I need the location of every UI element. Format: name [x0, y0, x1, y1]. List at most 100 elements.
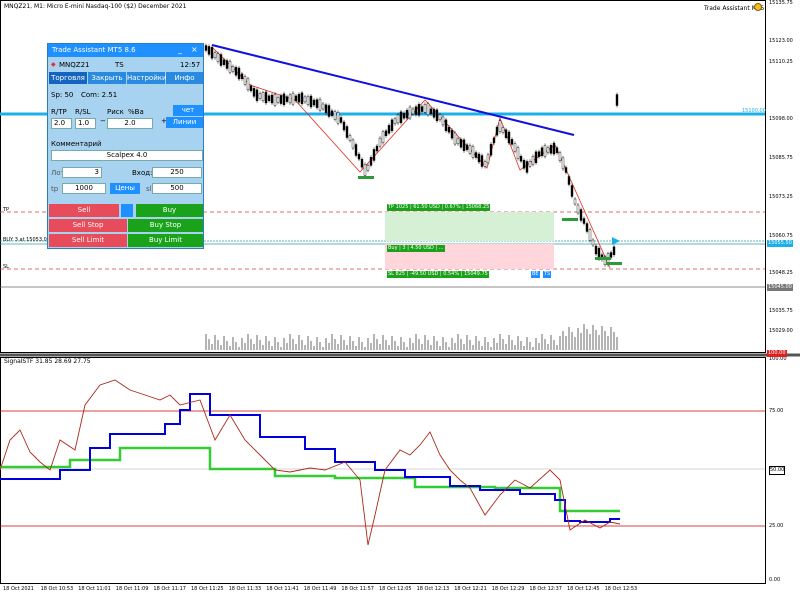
candle: [384, 130, 388, 137]
candle: [504, 129, 508, 138]
price-tick: 15110.25: [769, 59, 793, 65]
close-icon[interactable]: ×: [191, 45, 198, 54]
ts-button[interactable]: TS: [543, 271, 552, 278]
tp-info-box[interactable]: TP 1025 | 61.50 USD | 0.67% | 15068.25: [387, 204, 491, 211]
candle: [357, 153, 361, 160]
time-tick: 18 Oct 11:57: [341, 586, 374, 592]
candle: [339, 117, 343, 123]
time-tick: 18 Oct 12:37: [529, 586, 562, 592]
candle: [291, 92, 295, 105]
swap-button[interactable]: [121, 204, 133, 217]
sl-input[interactable]: 500: [152, 183, 202, 194]
risk-plus-icon[interactable]: +: [161, 117, 167, 125]
candle: [456, 138, 460, 145]
time-tick: 18 Oct 11:17: [153, 586, 186, 592]
candle: [501, 127, 505, 133]
candle: [333, 111, 337, 120]
candle: [558, 152, 562, 162]
candle: [309, 95, 313, 108]
candle: [576, 204, 580, 214]
candle: [240, 73, 244, 80]
sell-limit-button[interactable]: Sell Limit: [49, 234, 127, 247]
buy-stop-button[interactable]: Buy Stop: [128, 219, 203, 232]
candle: [525, 161, 529, 173]
candle: [336, 112, 340, 124]
time-tick: 18 Oct 12:45: [567, 586, 600, 592]
candle: [210, 47, 214, 59]
candle: [270, 94, 274, 104]
candle: [393, 118, 397, 125]
price-tick: 15048.25: [769, 270, 793, 276]
tab-info[interactable]: Инфо: [166, 72, 203, 84]
trend-line: [211, 44, 575, 136]
lines-button[interactable]: Линии: [166, 117, 203, 128]
candle: [258, 93, 262, 99]
panel-header[interactable]: Trade Assistant MT5 8.6 _ ×: [48, 44, 203, 57]
candle: [324, 104, 328, 113]
candle: [540, 147, 544, 156]
tab-trading[interactable]: Торговля: [49, 72, 87, 84]
account-button[interactable]: чет лота: [173, 105, 203, 125]
candle: [450, 129, 454, 139]
sl-info-box[interactable]: SL 825 | -49.50 USD | 0.54% | 15049.75: [387, 271, 489, 278]
candle: [570, 185, 574, 197]
candle: [462, 139, 466, 152]
sell-stop-button[interactable]: Sell Stop: [49, 219, 127, 232]
candle: [354, 144, 358, 156]
buy-button[interactable]: Buy: [136, 204, 203, 217]
indicator-tick: 0.00: [769, 577, 781, 583]
panel-title: Trade Assistant MT5 8.6: [52, 46, 136, 54]
price-tick: 15060.75: [769, 233, 793, 239]
candle: [603, 256, 607, 265]
candle: [474, 152, 478, 158]
candle: [360, 158, 364, 168]
rr-input[interactable]: 2.0: [51, 118, 72, 129]
risk-minus-icon[interactable]: −: [100, 117, 106, 125]
sell-button[interactable]: Sell: [49, 204, 119, 217]
trade-assistant-panel[interactable]: Trade Assistant MT5 8.6 _ × ◆ MNQZ21 TS …: [47, 43, 204, 249]
candle: [294, 95, 298, 102]
tp-input[interactable]: 1000: [62, 183, 106, 194]
candle: [234, 67, 238, 76]
candle: [612, 246, 616, 256]
candle: [213, 52, 217, 58]
tab-settings[interactable]: Настройки: [127, 72, 167, 84]
entry-label: Вход:: [132, 169, 153, 177]
comment-input[interactable]: Scalpex 4.0: [51, 150, 203, 161]
rsl-input[interactable]: 1.0: [75, 118, 96, 129]
price-tick: 15029.00: [769, 328, 793, 334]
minimize-icon[interactable]: _: [178, 45, 182, 54]
level-15100-label: 15100.00: [742, 108, 766, 114]
candle: [330, 110, 334, 116]
candle: [345, 126, 349, 138]
time-tick: 18 Oct 11:09: [115, 586, 149, 592]
be-button[interactable]: BE: [531, 271, 540, 278]
entry-input[interactable]: 250: [152, 167, 202, 178]
smiley-icon[interactable]: [754, 3, 762, 11]
risk-input[interactable]: 2.0: [107, 118, 153, 129]
candles: [204, 43, 622, 267]
panel-symbol: MNQZ21: [59, 61, 90, 69]
lot-input[interactable]: 3: [62, 167, 102, 178]
candle: [585, 223, 589, 232]
candle: [411, 108, 415, 115]
candle: [243, 76, 247, 85]
candle: [288, 94, 292, 104]
tp-tag: TP: [3, 207, 10, 213]
tab-close[interactable]: Закрыть: [88, 72, 126, 84]
indicator-top-tag: 100.00: [767, 350, 787, 357]
candle: [594, 245, 598, 255]
buy-info-box[interactable]: Buy | 3 | 4.50 USD | ...: [387, 245, 445, 252]
prices-button[interactable]: Цены: [110, 183, 140, 194]
price-tick: 15135.75: [769, 0, 793, 6]
risk-label: Риск: [107, 108, 124, 116]
buy-limit-button[interactable]: Buy Limit: [128, 234, 203, 247]
candle: [489, 143, 493, 156]
time-tick: 18 Oct 10:53: [40, 586, 74, 592]
candle: [231, 66, 235, 72]
candle: [564, 167, 568, 173]
panel-time: 12:57: [180, 61, 201, 69]
main-chart-frame: [0, 0, 766, 353]
